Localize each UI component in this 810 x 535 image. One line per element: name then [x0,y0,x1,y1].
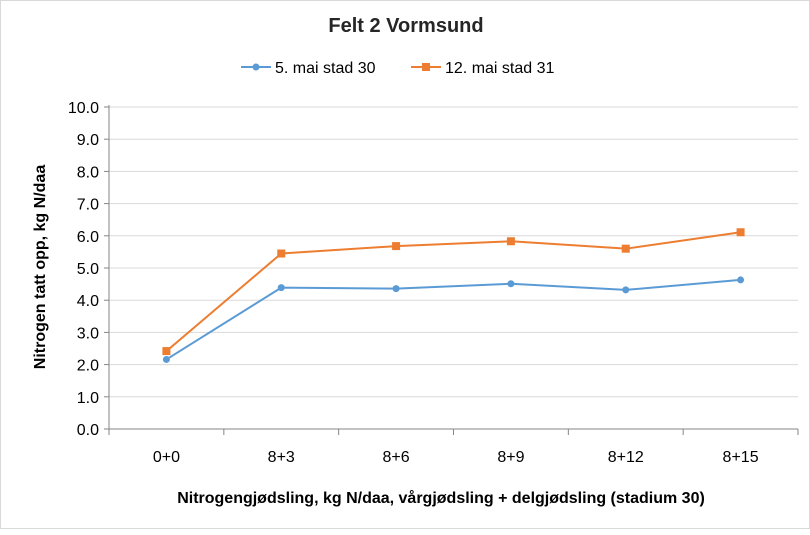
data-point [736,228,745,237]
data-point [737,276,745,284]
x-axis-label: Nitrogengjødsling, kg N/daa, vårgjødslin… [177,489,705,507]
legend: 5. mai stad 30 12. mai stad 31 [241,60,555,77]
y-tick-label: 5.0 [77,261,99,278]
data-point [392,242,401,251]
data-point [162,355,170,363]
y-tick-label: 10.0 [68,100,99,117]
y-tick-label: 2.0 [77,358,99,375]
x-tick-label: 8+3 [268,449,295,466]
legend-label: 5. mai stad 30 [275,60,376,77]
legend-marker [422,63,430,71]
legend-marker [252,63,260,71]
y-tick-label: 3.0 [77,325,99,342]
x-tick-label: 8+15 [723,449,759,466]
x-tick-label: 8+6 [383,449,410,466]
data-point [162,347,171,356]
data-point [507,280,515,288]
x-tick-label: 8+12 [608,449,644,466]
series-line [165,278,741,361]
y-tick-label: 7.0 [77,197,99,214]
legend-label: 12. mai stad 31 [445,60,555,77]
x-tick-label: 0+0 [153,449,180,466]
y-tick-label: 1.0 [77,390,99,407]
data-point [277,284,285,292]
chart-title: Felt 2 Vormsund [328,15,483,37]
x-tick-label: 8+9 [497,449,524,466]
y-tick-label: 0.0 [77,422,99,439]
y-tick-label: 4.0 [77,293,99,310]
y-axis-label: Nitrogen tatt opp, kg N/daa [32,165,49,370]
y-tick-label: 8.0 [77,164,99,181]
data-point [621,244,630,253]
series-line [165,231,741,352]
y-tick-label: 9.0 [77,132,99,149]
data-point [622,286,630,294]
y-tick-label: 6.0 [77,229,99,246]
data-point [392,285,400,293]
data-point [506,237,515,246]
data-point [277,249,286,258]
